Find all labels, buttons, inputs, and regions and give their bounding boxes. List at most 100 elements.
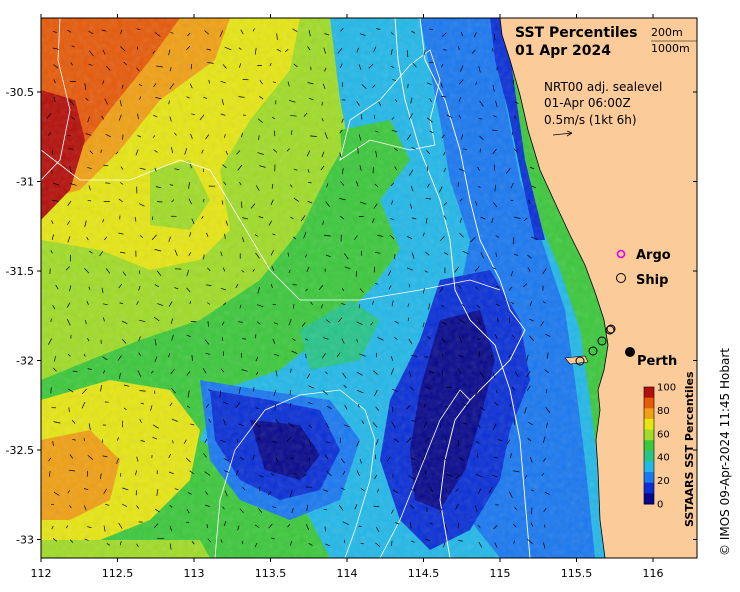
current-vector [322,390,328,395]
current-vector [137,113,139,120]
y-tick-label: -33 [16,534,34,547]
current-vector [471,49,476,54]
current-vector [341,168,344,175]
current-vector [168,49,171,56]
current-vector [359,458,362,464]
current-vector [86,237,89,241]
current-vector [344,266,351,270]
current-vector [205,284,212,286]
current-vector [356,338,358,343]
current-vector [305,254,307,258]
current-vector [50,318,52,322]
current-vector [356,371,363,376]
current-vector [406,404,411,410]
current-vector [220,80,226,84]
current-vector [271,184,274,189]
current-vector [391,300,394,307]
current-vector [186,46,191,51]
current-vector [510,301,515,305]
current-vector [372,422,378,428]
current-vector [256,321,261,325]
current-vector [169,504,173,508]
current-vector [52,47,60,50]
current-vector [191,354,193,361]
current-vector [152,50,156,54]
current-vector [508,491,513,499]
current-vector [375,150,378,158]
current-vector [47,132,51,136]
current-vector [440,64,444,68]
current-vector [359,165,362,171]
current-vector [202,198,205,203]
current-vector [120,46,126,52]
current-vector [462,250,469,255]
current-vector [254,48,257,55]
current-vector [87,337,90,342]
current-vector [475,201,478,206]
current-vector [370,321,374,326]
current-vector [239,304,242,309]
current-vector [219,30,224,37]
current-vector [259,80,263,85]
current-vector [139,418,142,424]
current-vector [323,47,326,54]
current-vector [542,268,547,275]
current-vector [69,505,72,509]
current-vector [169,67,172,72]
current-vector [188,182,190,189]
y-tick-label: -32.5 [6,444,34,457]
current-vector [375,130,379,133]
current-vector [344,253,349,260]
current-vector [356,389,364,394]
current-vector [441,456,447,461]
current-vector [289,389,291,395]
current-vector [459,217,463,223]
current-vector [441,32,447,38]
info-scale: 0.5m/s (1kt 6h) [544,113,637,127]
current-vector [325,254,331,258]
current-vector [303,231,307,239]
current-vector [135,149,139,156]
current-vectors [46,28,551,550]
current-vector [205,352,211,355]
current-vector [46,113,52,119]
current-vector [321,118,324,122]
current-vector [546,352,549,359]
colorbar-title: SSTAARS SST Percentiles [683,371,696,527]
current-vector [505,168,511,174]
y-tick-label: -31.5 [6,265,34,278]
colorbar-segment [644,397,654,409]
current-vector [67,220,71,225]
current-vector [67,236,71,243]
current-vector [223,419,226,426]
current-vector [81,388,87,395]
current-vector [530,236,538,240]
current-vector [156,489,159,496]
current-vector [439,287,444,293]
current-vector [271,537,275,540]
current-vector [478,117,483,120]
current-vector [186,405,191,409]
current-vector [101,115,104,120]
current-vector [169,525,172,532]
current-vector [220,113,226,116]
current-vector [514,507,518,510]
current-vector [360,488,365,492]
x-tick-label: 115.5 [561,567,593,580]
current-vector [237,164,243,171]
current-vector [337,47,343,54]
current-vector [336,352,341,358]
current-vector [223,401,229,405]
current-vector [373,203,378,209]
current-vector [207,62,214,64]
current-vector [322,220,324,225]
current-vector [155,508,160,513]
current-vector [493,201,498,208]
current-vector [288,99,296,103]
current-vector [322,489,329,492]
current-vector [51,525,54,530]
y-tick-label: -31 [16,176,34,189]
current-vector [425,538,431,542]
current-vector [286,148,290,152]
current-vector [358,134,362,141]
